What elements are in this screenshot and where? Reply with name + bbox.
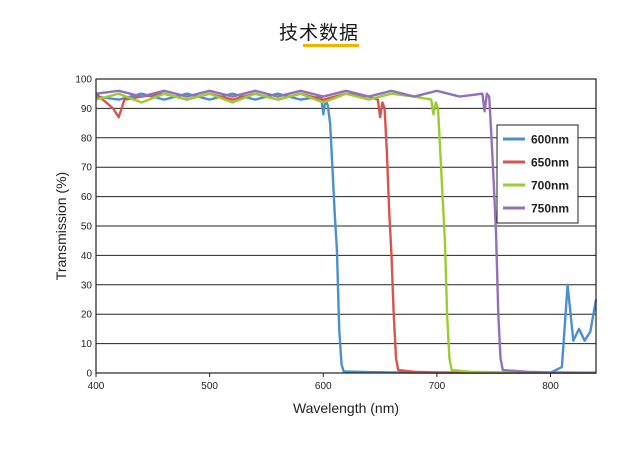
x-tick-label: 400 <box>88 381 105 392</box>
series-layer <box>95 89 598 374</box>
y-tick-label: 100 <box>75 75 92 86</box>
legend-label: 700nm <box>531 179 569 193</box>
grid-layer <box>96 78 596 374</box>
y-axis-label: Transmission (%) <box>53 172 69 280</box>
x-tick-label: 600 <box>315 381 332 392</box>
legend-label: 750nm <box>531 202 569 216</box>
legend-label: 650nm <box>531 156 569 170</box>
y-tick-label: 0 <box>86 369 92 380</box>
y-tick-label: 10 <box>81 339 93 350</box>
tick-layer: 0 10 20 30 40 50 60 70 80 90 100 400 500 600 700 800 <box>75 75 559 393</box>
x-axis-label: Wavelength (nm) <box>293 400 399 416</box>
x-tick-label: 500 <box>201 381 218 392</box>
y-tick-label: 50 <box>81 222 93 233</box>
y-tick-label: 60 <box>81 192 93 203</box>
series-line-750nm <box>95 89 597 374</box>
x-tick-label: 800 <box>542 381 559 392</box>
legend: 600nm 650nm 700nm 750nm <box>496 124 579 224</box>
y-tick-label: 70 <box>81 163 93 174</box>
y-tick-label: 80 <box>81 133 93 144</box>
plot-frame <box>95 78 597 374</box>
y-tick-label: 30 <box>81 280 93 291</box>
y-tick-label: 40 <box>81 251 93 262</box>
y-tick-label: 90 <box>81 104 93 115</box>
legend-label: 600nm <box>531 133 569 147</box>
y-tick-label: 20 <box>81 310 93 321</box>
title-underline <box>303 44 359 47</box>
page-title: 技术数据 <box>278 22 359 44</box>
x-tick-label: 700 <box>429 381 446 392</box>
